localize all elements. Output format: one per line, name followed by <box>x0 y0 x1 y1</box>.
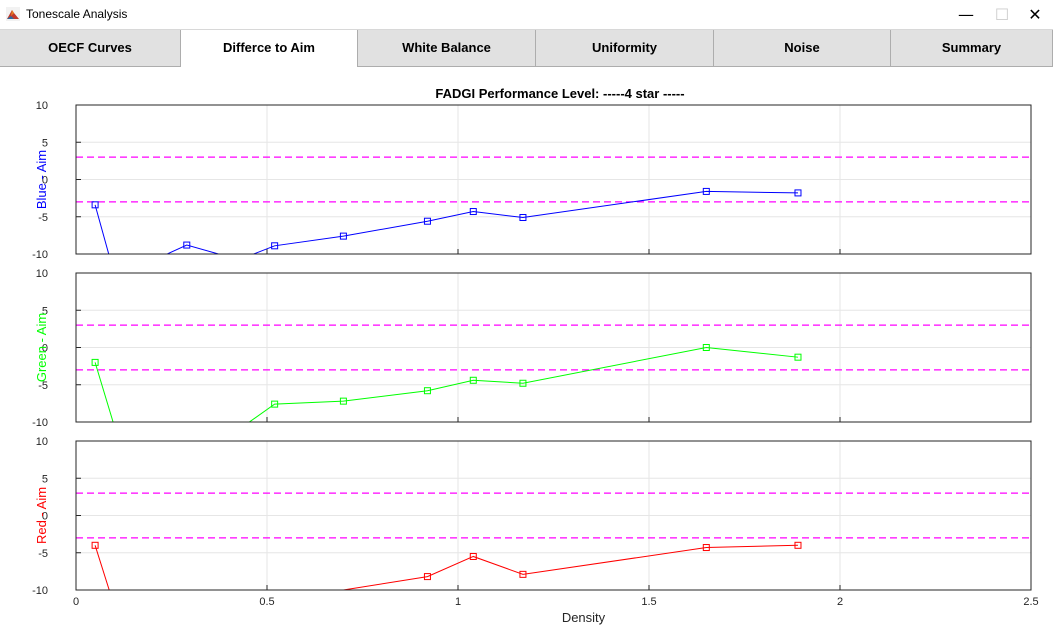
green-y-tick-label: -10 <box>32 417 48 429</box>
minimize-button[interactable]: — <box>958 5 974 24</box>
blue-y-tick-label: -5 <box>38 212 48 224</box>
green-y-tick-label: 0 <box>42 343 48 355</box>
chart-title: FADGI Performance Level: -----4 star ---… <box>435 86 684 101</box>
x-tick-label: 0 <box>73 596 79 608</box>
green-y-tick-label: 5 <box>42 305 48 317</box>
blue-y-tick-label: 5 <box>42 137 48 149</box>
red-data-point <box>91 541 99 549</box>
window-titlebar: Tonescale Analysis — ☐ ✕ <box>0 0 1053 29</box>
x-tick-label: 0.5 <box>259 596 274 608</box>
green-ylabel: Green - Aim <box>34 313 49 382</box>
red-y-tick-label: 0 <box>42 511 48 523</box>
close-button[interactable]: ✕ <box>1028 5 1042 24</box>
red-y-tick-label: 5 <box>42 473 48 485</box>
blue-data-point <box>423 217 431 225</box>
tab-differce-to-aim[interactable]: Differce to Aim <box>181 30 358 67</box>
tab-summary[interactable]: Summary <box>891 30 1053 67</box>
maximize-button[interactable]: ☐ <box>994 5 1010 24</box>
red-y-tick-label: 10 <box>36 436 48 448</box>
x-axis-label: Density <box>562 610 606 625</box>
blue-series-line <box>94 190 798 254</box>
blue-y-tick-label: 0 <box>42 175 48 187</box>
red-series-line <box>94 544 798 590</box>
tab-oecf-curves[interactable]: OECF Curves <box>0 30 181 67</box>
x-tick-label: 1 <box>455 596 461 608</box>
window-title: Tonescale Analysis <box>26 7 128 21</box>
tonescale-plot-area: FADGI Performance Level: -----4 star ---… <box>32 86 1039 625</box>
green-data-point <box>469 376 477 384</box>
blue-data-point <box>271 242 279 250</box>
tab-uniformity[interactable]: Uniformity <box>536 30 714 67</box>
green-data-point <box>339 397 347 405</box>
blue-data-point <box>702 187 710 195</box>
blue-data-point <box>794 189 802 197</box>
tab-bar: OECF Curves Differce to Aim White Balanc… <box>0 29 1053 68</box>
x-tick-label: 1.5 <box>641 596 656 608</box>
red-y-tick-label: -10 <box>32 585 48 597</box>
x-tick-label: 2.5 <box>1023 596 1038 608</box>
blue-data-point <box>339 232 347 240</box>
red-data-point <box>423 573 431 581</box>
tab-white-balance[interactable]: White Balance <box>358 30 536 67</box>
green-data-point <box>794 353 802 361</box>
green-data-point <box>91 358 99 366</box>
red-ylabel: Red - Aim <box>34 487 49 544</box>
blue-data-point <box>183 241 191 249</box>
blue-data-point <box>519 213 527 221</box>
blue-y-tick-label: -10 <box>32 249 48 261</box>
green-data-point <box>423 387 431 395</box>
red-data-point <box>519 570 527 578</box>
green-y-tick-label: -5 <box>38 380 48 392</box>
green-y-tick-label: 10 <box>36 268 48 280</box>
blue-ylabel: Blue - Aim <box>34 150 49 209</box>
blue-data-point <box>469 208 477 216</box>
green-series-line <box>94 346 799 422</box>
tab-noise[interactable]: Noise <box>714 30 891 67</box>
red-y-tick-label: -5 <box>38 548 48 560</box>
green-data-point <box>702 344 710 351</box>
blue-y-tick-label: 10 <box>36 100 48 112</box>
red-data-point <box>469 552 477 560</box>
blue-data-point <box>91 201 99 209</box>
x-tick-label: 2 <box>837 596 843 608</box>
green-data-point <box>271 400 279 408</box>
red-data-point <box>794 541 802 549</box>
green-data-point <box>519 379 527 387</box>
matlab-app-icon <box>6 7 20 21</box>
red-data-point <box>702 544 710 552</box>
